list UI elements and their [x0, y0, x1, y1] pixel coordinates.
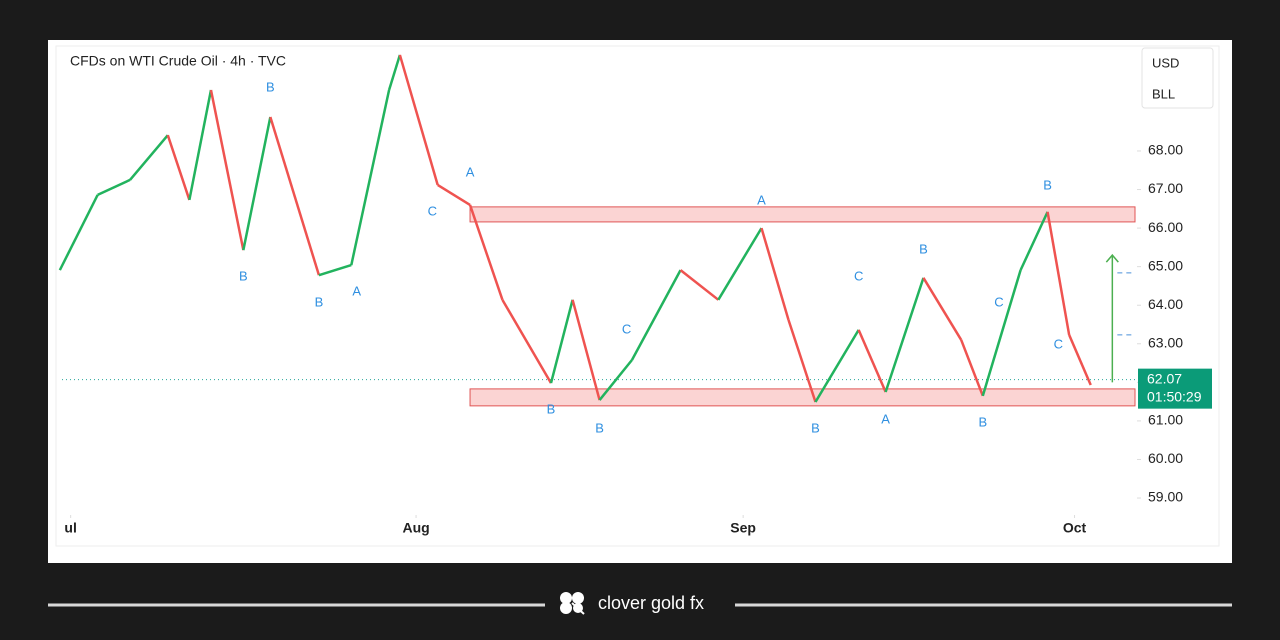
wave-segment — [922, 277, 963, 341]
y-tick-label: 61.00 — [1148, 412, 1183, 428]
wave-label: B — [547, 402, 556, 417]
price-tag-countdown: 01:50:29 — [1147, 388, 1202, 404]
wave-segment — [679, 269, 720, 301]
wave-label: B — [811, 420, 820, 435]
wave-segment — [58, 194, 99, 271]
chart-frame — [55, 45, 1220, 547]
wave-segment — [571, 299, 601, 401]
zone — [469, 206, 1136, 223]
wave-label: C — [994, 294, 1003, 309]
wave-segment — [857, 329, 887, 393]
wave-segment — [209, 89, 245, 251]
arrow-head — [1105, 253, 1119, 263]
wave-segment — [630, 269, 682, 361]
wave-label: B — [595, 420, 604, 435]
wave-segment — [1019, 211, 1049, 271]
wave-segment — [318, 263, 352, 277]
wave-label: B — [315, 294, 324, 309]
wave-label: B — [239, 269, 248, 284]
x-tick-label: Oct — [1063, 520, 1087, 536]
wave-label: C — [428, 203, 437, 218]
wave-segment — [884, 277, 925, 393]
wave-label: B — [266, 80, 275, 95]
x-tick-label: Aug — [402, 520, 429, 536]
chart-title: CFDs on WTI Crude Oil · 4h · TVC — [70, 53, 286, 69]
wave-label: B — [1043, 177, 1052, 192]
wave-label: B — [919, 242, 928, 257]
wave-segment — [387, 54, 402, 91]
wave-label: C — [622, 321, 631, 336]
price-tag — [1138, 368, 1212, 409]
y-tick-label: 59.00 — [1148, 489, 1183, 505]
y-tick-label: 60.00 — [1148, 450, 1183, 466]
wave-segment — [787, 319, 817, 403]
wave-segment — [269, 116, 321, 276]
y-tick-label: 66.00 — [1148, 219, 1183, 235]
x-tick-label: Sep — [730, 520, 756, 536]
wave-segment — [129, 134, 169, 181]
legend-item[interactable]: BLL — [1152, 86, 1175, 101]
wave-segment — [501, 299, 553, 384]
wave-segment — [398, 54, 439, 186]
legend-box — [1141, 47, 1214, 109]
x-tick-label: ul — [64, 520, 76, 536]
wave-segment — [188, 89, 213, 201]
wave-segment — [1046, 211, 1071, 336]
wave-label: B — [978, 414, 987, 429]
wave-segment — [549, 299, 574, 384]
clover-icon — [560, 592, 585, 615]
wave-segment — [760, 227, 790, 321]
wave-segment — [468, 204, 504, 301]
wave-segment — [717, 227, 763, 301]
wave-segment — [598, 359, 633, 401]
wave-label: A — [757, 193, 766, 208]
y-tick-label: 67.00 — [1148, 180, 1183, 196]
wave-segment — [166, 134, 191, 201]
y-tick-label: 64.00 — [1148, 296, 1183, 312]
chart-card — [48, 40, 1232, 563]
wave-segment — [350, 89, 391, 266]
wave-label: C — [1054, 336, 1063, 351]
legend-item[interactable]: USD — [1152, 55, 1179, 70]
wave-segment — [814, 329, 860, 403]
wave-label: A — [881, 412, 890, 427]
y-tick-label: 65.00 — [1148, 257, 1183, 273]
wave-segment — [97, 178, 131, 197]
wave-segment — [436, 183, 471, 207]
brand: clover gold fx — [598, 593, 704, 613]
y-tick-label: 63.00 — [1148, 334, 1183, 350]
wave-segment — [981, 269, 1022, 397]
wave-label: C — [854, 269, 863, 284]
wave-label: A — [466, 164, 475, 179]
wave-label: A — [352, 284, 361, 299]
zone — [469, 388, 1136, 407]
y-tick-label: 68.00 — [1148, 142, 1183, 158]
price-tag-value: 62.07 — [1147, 370, 1182, 386]
wave-segment — [960, 339, 984, 397]
wave-segment — [1068, 334, 1092, 386]
wave-segment — [242, 116, 272, 251]
